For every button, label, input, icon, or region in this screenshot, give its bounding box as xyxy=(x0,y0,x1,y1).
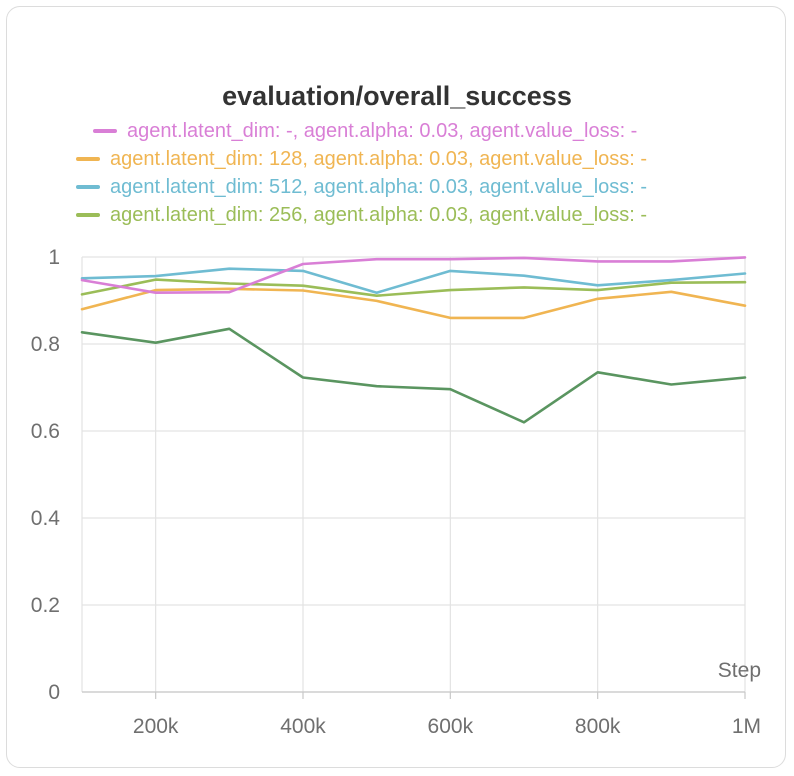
y-tick-label: 0 xyxy=(48,681,60,704)
x-axis-ticks: 200k 400k 600k 800k 1M xyxy=(82,691,761,738)
x-tick-label: 800k xyxy=(575,715,621,738)
series-line-1[interactable] xyxy=(80,256,747,295)
series-lines xyxy=(80,256,747,424)
legend-label: agent.latent_dim: 128, agent.alpha: 0.03… xyxy=(110,148,647,170)
y-tick-label: 0.8 xyxy=(31,333,60,356)
x-tick-label: 400k xyxy=(280,715,326,738)
grid xyxy=(81,256,746,693)
y-tick-label: 0.2 xyxy=(31,594,60,617)
legend: agent.latent_dim: -, agent.alpha: 0.03, … xyxy=(76,120,647,226)
chart-title: evaluation/overall_success xyxy=(222,81,572,111)
x-tick-label: 200k xyxy=(133,715,179,738)
y-axis-ticks: 0 0.2 0.4 0.6 0.8 1 xyxy=(31,246,61,704)
legend-label: agent.latent_dim: 512, agent.alpha: 0.03… xyxy=(110,176,647,198)
series-line-2[interactable] xyxy=(80,287,747,320)
y-tick-label: 1 xyxy=(48,246,60,269)
legend-label: agent.latent_dim: -, agent.alpha: 0.03, … xyxy=(127,120,637,142)
series-line-5[interactable] xyxy=(80,327,747,424)
y-tick-label: 0.6 xyxy=(31,420,60,443)
x-tick-label: 600k xyxy=(428,715,474,738)
legend-item[interactable]: agent.latent_dim: 128, agent.alpha: 0.03… xyxy=(76,148,647,170)
legend-item[interactable]: agent.latent_dim: 512, agent.alpha: 0.03… xyxy=(76,176,647,198)
y-tick-label: 0.4 xyxy=(31,507,61,530)
x-tick-label: 1M xyxy=(732,715,761,738)
legend-label: agent.latent_dim: 256, agent.alpha: 0.03… xyxy=(110,204,647,226)
legend-item[interactable]: agent.latent_dim: -, agent.alpha: 0.03, … xyxy=(93,120,637,142)
series-line-4[interactable] xyxy=(80,278,747,298)
series-line-3[interactable] xyxy=(80,267,747,295)
x-axis-title: Step xyxy=(718,659,761,682)
legend-item[interactable]: agent.latent_dim: 256, agent.alpha: 0.03… xyxy=(76,204,647,226)
